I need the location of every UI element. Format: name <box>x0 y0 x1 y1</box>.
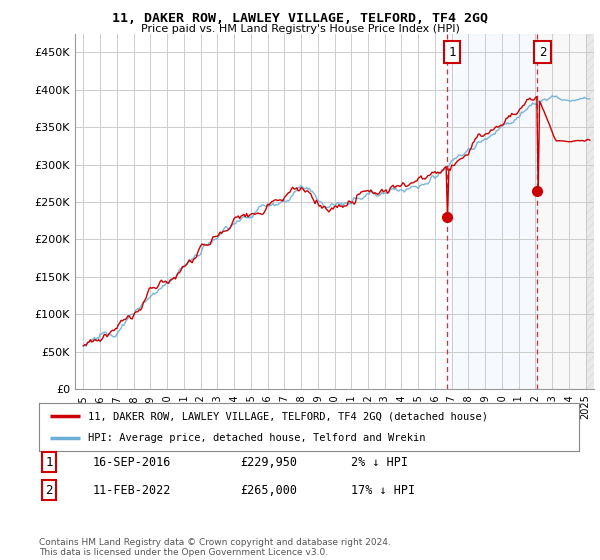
Bar <box>586 34 594 389</box>
Text: Contains HM Land Registry data © Crown copyright and database right 2024.
This d: Contains HM Land Registry data © Crown c… <box>39 538 391 557</box>
Text: 1: 1 <box>448 46 455 59</box>
Text: £229,950: £229,950 <box>240 455 297 469</box>
Text: 2: 2 <box>46 483 53 497</box>
Text: Price paid vs. HM Land Registry's House Price Index (HPI): Price paid vs. HM Land Registry's House … <box>140 24 460 34</box>
Text: £265,000: £265,000 <box>240 483 297 497</box>
Bar <box>447 34 538 389</box>
Text: HPI: Average price, detached house, Telford and Wrekin: HPI: Average price, detached house, Telf… <box>88 433 425 443</box>
Text: 16-SEP-2016: 16-SEP-2016 <box>93 455 172 469</box>
Text: 2% ↓ HPI: 2% ↓ HPI <box>351 455 408 469</box>
Text: 2: 2 <box>539 46 546 59</box>
Text: 11, DAKER ROW, LAWLEY VILLAGE, TELFORD, TF4 2GQ: 11, DAKER ROW, LAWLEY VILLAGE, TELFORD, … <box>112 12 488 25</box>
Text: 17% ↓ HPI: 17% ↓ HPI <box>351 483 415 497</box>
Text: 11-FEB-2022: 11-FEB-2022 <box>93 483 172 497</box>
Text: 11, DAKER ROW, LAWLEY VILLAGE, TELFORD, TF4 2GQ (detached house): 11, DAKER ROW, LAWLEY VILLAGE, TELFORD, … <box>88 411 488 421</box>
Text: 1: 1 <box>46 455 53 469</box>
Bar <box>538 34 594 389</box>
